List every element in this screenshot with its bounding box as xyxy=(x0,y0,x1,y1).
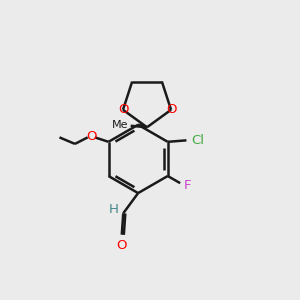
Text: Cl: Cl xyxy=(191,134,204,147)
Text: H: H xyxy=(109,203,118,216)
Text: O: O xyxy=(86,130,97,143)
Text: O: O xyxy=(166,103,176,116)
Text: Me: Me xyxy=(112,120,129,130)
Text: O: O xyxy=(118,103,128,116)
Text: F: F xyxy=(184,179,191,192)
Text: O: O xyxy=(116,239,127,253)
